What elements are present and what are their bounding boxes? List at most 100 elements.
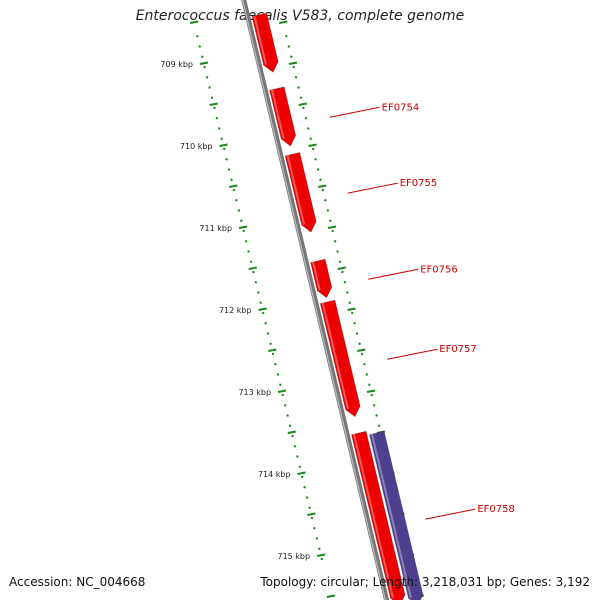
outer-scale-dot — [324, 199, 327, 202]
gene-highlight — [352, 433, 394, 598]
outer-scale-dot — [304, 117, 308, 120]
outer-scale-dot — [346, 291, 349, 294]
inner-scale-dot — [264, 322, 267, 325]
inner-scale-dot — [300, 475, 304, 479]
gene-label[interactable]: EF0757 — [439, 344, 477, 355]
accession-label: Accession: NC_004668 — [9, 575, 146, 589]
outer-scale-dot — [355, 332, 359, 335]
outer-scale-dot — [285, 35, 288, 38]
outer-scale-dot — [302, 106, 305, 110]
inner-scale-dot — [210, 96, 214, 99]
outer-scale-dot — [316, 168, 320, 171]
outer-scale-dot — [365, 373, 369, 376]
scale-tick-label: 712 kbp — [219, 306, 252, 315]
outer-scale-dot — [287, 45, 291, 48]
outer-scale-dot — [326, 209, 330, 212]
gene-highlight — [312, 261, 321, 291]
inner-scale-dot — [208, 86, 211, 89]
inner-scale-dot — [244, 240, 248, 243]
inner-scale-dot — [293, 445, 297, 448]
inner-scale-dot — [298, 465, 302, 468]
outer-scale-dot — [297, 86, 300, 89]
gene-ef0754[interactable] — [269, 86, 297, 147]
outer-scale-dot — [311, 147, 315, 151]
outer-scale-dot — [307, 127, 310, 130]
inner-scale-dot — [286, 414, 289, 417]
outer-scale-dot — [358, 342, 361, 345]
outer-scale-dot — [314, 158, 317, 161]
inner-scale-dot — [279, 383, 282, 386]
inner-scale-dot — [261, 311, 265, 315]
scale-tick-mark — [366, 389, 376, 393]
inner-scale-dot — [288, 424, 292, 427]
backbone-highlight — [241, 0, 386, 600]
scale-tick-mark — [308, 143, 317, 147]
inner-scale-dot — [283, 404, 287, 407]
gene-highlight — [253, 15, 268, 65]
outer-scale-dot — [360, 352, 364, 356]
scale-tick-mark — [229, 184, 238, 188]
inner-scale-dot — [247, 250, 250, 253]
scale-tick-mark — [297, 471, 306, 475]
scale-tick-mark — [327, 225, 337, 229]
scale-tick-mark — [287, 430, 297, 434]
inner-scale-dot — [308, 506, 311, 509]
gene-label[interactable]: EF0754 — [382, 102, 420, 113]
gene-highlight — [271, 89, 285, 139]
gene-label[interactable]: EF0756 — [420, 264, 458, 275]
outer-scale-dot — [294, 76, 298, 79]
scale-tick-mark — [199, 61, 209, 65]
outer-scale-dot — [331, 229, 334, 233]
gene-highlight — [321, 302, 349, 410]
inner-scale-dot — [274, 363, 277, 366]
inner-scale-dot — [213, 106, 216, 110]
scale-tick-mark — [209, 102, 218, 106]
outer-scale-dot — [343, 281, 347, 284]
inner-scale-dot — [303, 486, 306, 489]
genome-summary: Topology: circular; Length: 3,218,031 bp… — [260, 575, 590, 589]
gene-highlight — [370, 433, 412, 598]
gene-label[interactable]: EF0758 — [477, 504, 515, 515]
inner-scale-dot — [318, 547, 321, 550]
inner-scale-dot — [315, 537, 319, 540]
scale-tick-mark — [316, 553, 326, 557]
outer-scale-dot — [350, 311, 354, 315]
scale-tick-mark — [298, 102, 307, 106]
inner-scale-dot — [203, 65, 206, 69]
gene-ef0755[interactable] — [284, 152, 317, 233]
outer-scale-dot — [319, 178, 322, 181]
inner-scale-dot — [240, 219, 243, 222]
gene-ef0756[interactable] — [310, 258, 333, 299]
gene-label-leader — [329, 106, 380, 118]
scale-tick-mark — [288, 61, 298, 65]
outer-scale-dot — [336, 250, 339, 253]
outer-scale-dot — [363, 363, 366, 366]
scale-tick-mark — [347, 307, 356, 311]
scale-tick-label: 709 kbp — [160, 60, 193, 69]
scale-tick-mark — [268, 348, 277, 352]
scale-tick-mark — [337, 266, 346, 270]
gene-feature[interactable] — [251, 12, 279, 73]
inner-scale-dot — [310, 516, 314, 520]
outer-scale-dot — [299, 96, 303, 99]
inner-scale-dot — [230, 178, 233, 181]
outer-scale-dot — [353, 322, 356, 325]
backbone-line — [241, 0, 390, 600]
gene-ef0757[interactable] — [319, 299, 361, 418]
map-title: Enterococcus faecalis V583, complete gen… — [135, 8, 465, 24]
inner-scale-dot — [198, 45, 202, 48]
gene-highlight — [286, 155, 306, 225]
inner-scale-dot — [235, 199, 238, 202]
inner-scale-dot — [281, 393, 284, 397]
inner-scale-dot — [259, 301, 263, 304]
inner-scale-dot — [200, 55, 204, 58]
inner-scale-dot — [225, 158, 228, 161]
inner-scale-dot — [296, 455, 299, 458]
scale-tick-mark — [307, 512, 316, 516]
scale-tick-mark — [318, 184, 327, 188]
scale-tick-label: 710 kbp — [180, 142, 213, 151]
inner-scale-dot — [205, 76, 209, 79]
outer-scale-dot — [375, 414, 378, 417]
gene-label[interactable]: EF0755 — [400, 178, 438, 189]
